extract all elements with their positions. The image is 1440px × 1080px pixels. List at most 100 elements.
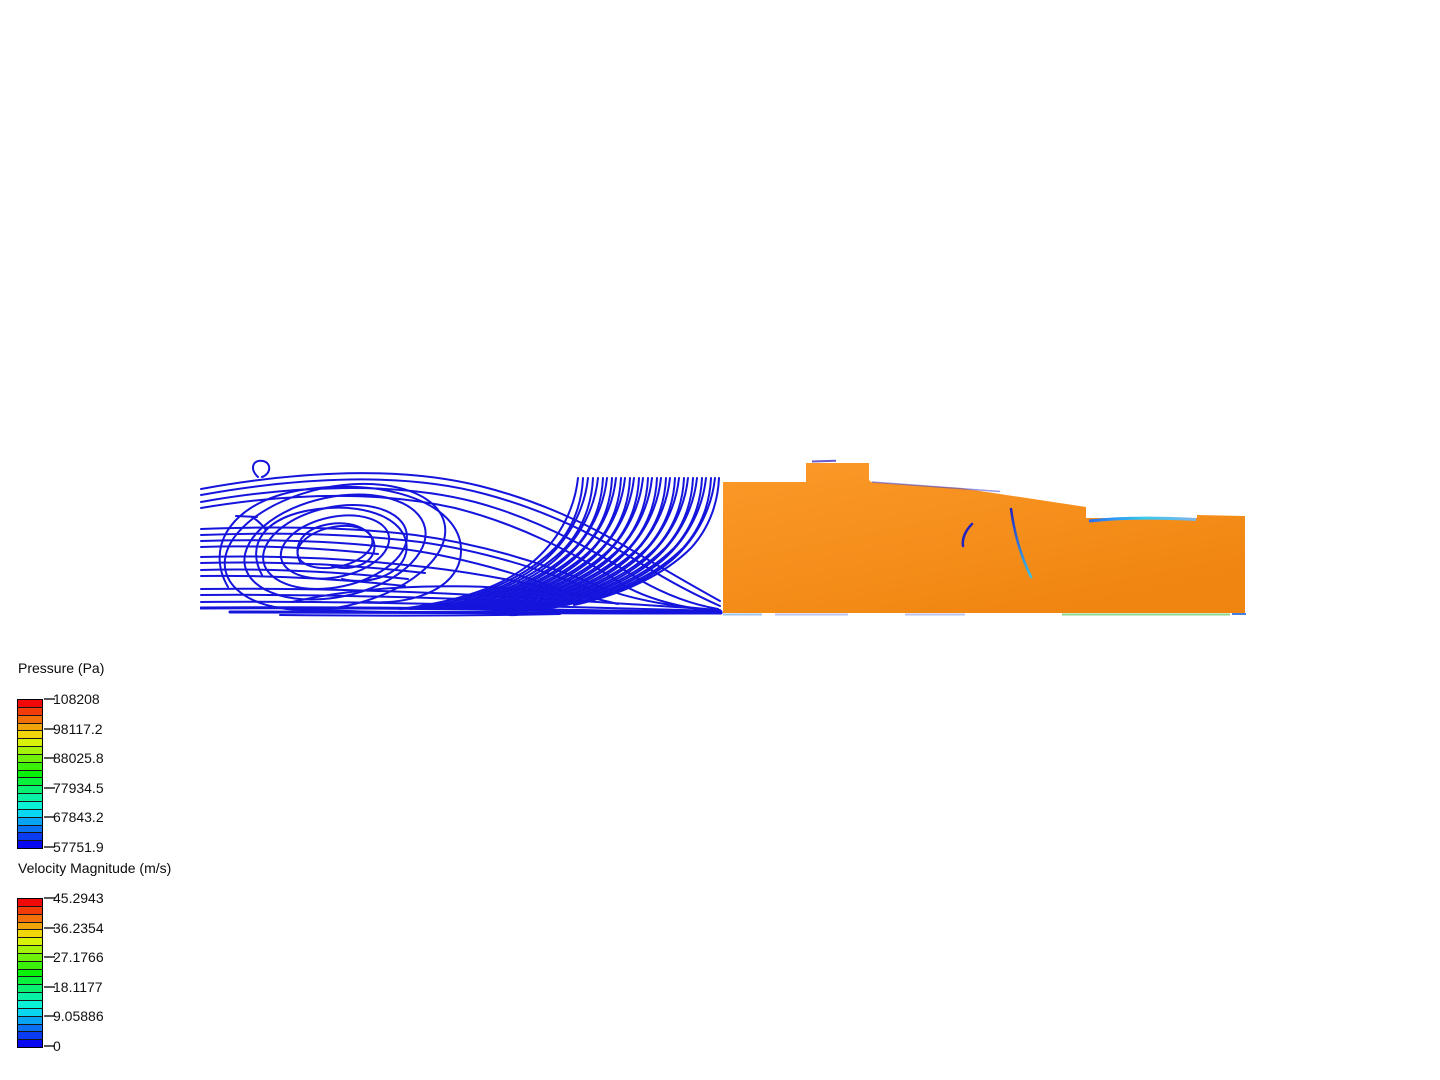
colorbar-tick-label: 77934.5 <box>53 779 104 796</box>
colorbar-band <box>18 1040 42 1048</box>
colorbar-tick <box>44 816 55 819</box>
vortex-streamline <box>218 485 463 604</box>
streamline <box>200 472 721 602</box>
colorbar-tick <box>44 1045 55 1047</box>
colorbar-band <box>18 762 42 771</box>
streamline <box>235 515 258 518</box>
colorbar-tick <box>44 786 55 789</box>
downwash-streamline <box>399 477 579 610</box>
colorbar-tick <box>44 985 55 988</box>
downwash-streamline <box>529 477 676 606</box>
colorbar-band <box>18 833 42 842</box>
colorbar-tick-label: 108208 <box>53 691 100 707</box>
colorbar-band <box>18 906 42 915</box>
colorbar-tick <box>44 956 55 959</box>
colorbar-band <box>18 700 42 708</box>
colorbar-band <box>18 977 42 986</box>
colorbar-band <box>18 993 42 1001</box>
downwash-streamline <box>493 477 640 606</box>
body-streamline-long <box>1009 507 1033 579</box>
colorbar-band <box>18 1008 42 1017</box>
downwash-streamline <box>457 477 604 606</box>
colorbar-band <box>18 817 42 826</box>
body-streamline-short <box>961 522 974 548</box>
streamline <box>299 608 546 614</box>
colorbar-band <box>18 914 42 923</box>
downwash-streamline <box>447 477 594 606</box>
colorbar-tick-label: 27.1766 <box>53 949 104 966</box>
colorbar-tick-label: 36.2354 <box>53 919 104 936</box>
streamline <box>200 561 426 574</box>
colorbar-band <box>18 754 42 763</box>
colorbar-band <box>18 899 42 907</box>
colorbar-band <box>18 922 42 931</box>
streamlines-group <box>200 459 723 617</box>
colorbar-tick-label: 67843.2 <box>53 809 104 826</box>
downwash-streamline <box>547 477 694 606</box>
vortex-streamline <box>296 522 376 569</box>
colorbar-band <box>18 930 42 939</box>
downwash-streamline <box>538 477 685 606</box>
pressure-legend: Pressure (Pa) 108208 98117.2 88025.8 77934.… <box>17 660 267 860</box>
colorbar-band <box>18 723 42 732</box>
pressure-colorbar <box>17 699 43 849</box>
streamline <box>252 459 271 478</box>
vortex-streamline <box>243 493 427 601</box>
colorbar-band <box>18 809 42 818</box>
colorbar-tick-label: 88025.8 <box>53 750 104 767</box>
colorbar-band <box>18 786 42 795</box>
colorbar-band <box>18 715 42 724</box>
colorbar-band <box>18 794 42 802</box>
top-edge-fringe <box>871 481 1001 493</box>
colorbar-band <box>18 969 42 978</box>
streamline <box>200 545 379 555</box>
colorbar-band <box>18 747 42 755</box>
bump-edge-streak <box>811 459 837 463</box>
vehicle-body-surface <box>723 463 1245 613</box>
colorbar-tick <box>44 1015 55 1018</box>
colorbar-tick <box>44 926 55 929</box>
colorbar-tick-label: 57751.9 <box>53 839 104 855</box>
colorbar-band <box>18 938 42 947</box>
vortex-streamline <box>279 514 391 580</box>
windshield-streamline <box>1088 516 1197 523</box>
colorbar-tick-label: 9.05886 <box>53 1008 104 1025</box>
colorbar-tick <box>44 757 55 760</box>
colorbar-tick <box>44 897 55 899</box>
downwash-fan-group <box>399 477 720 610</box>
colorbar-tick <box>44 727 55 730</box>
downwash-streamline <box>556 477 703 606</box>
streamline <box>200 478 721 607</box>
colorbar-band <box>18 801 42 810</box>
colorbar-band <box>18 739 42 748</box>
downwash-streamline <box>437 477 584 606</box>
colorbar-band <box>18 1024 42 1033</box>
velocity-colorbar <box>17 898 43 1048</box>
colorbar-tick <box>44 846 55 848</box>
colorbar-tick-label: 98117.2 <box>53 720 103 737</box>
streamline <box>200 494 713 612</box>
colorbar-band <box>18 731 42 740</box>
colorbar-tick <box>44 698 55 700</box>
colorbar-band <box>18 825 42 834</box>
legend-title: Velocity Magnitude (m/s) <box>18 860 172 876</box>
colorbar-band <box>18 946 42 954</box>
body-group <box>723 459 1246 616</box>
velocity-legend: Velocity Magnitude (m/s) 45.2943 36.2354 2… <box>17 860 267 1060</box>
colorbar-band <box>18 841 42 849</box>
colorbar-band <box>18 961 42 970</box>
colorbar-band <box>18 1016 42 1025</box>
colorbar-band <box>18 953 42 962</box>
colorbar-band <box>18 707 42 716</box>
colorbar-band <box>18 778 42 787</box>
vortex-streamline <box>255 506 408 582</box>
colorbar-band <box>18 1032 42 1041</box>
colorbar-tick-label: 45.2943 <box>53 890 104 906</box>
downwash-streamline <box>573 477 720 606</box>
downwash-streamline <box>475 477 622 606</box>
streamline <box>251 516 267 531</box>
colorbar-tick-label: 18.1177 <box>53 978 103 995</box>
downwash-streamline <box>511 477 658 606</box>
